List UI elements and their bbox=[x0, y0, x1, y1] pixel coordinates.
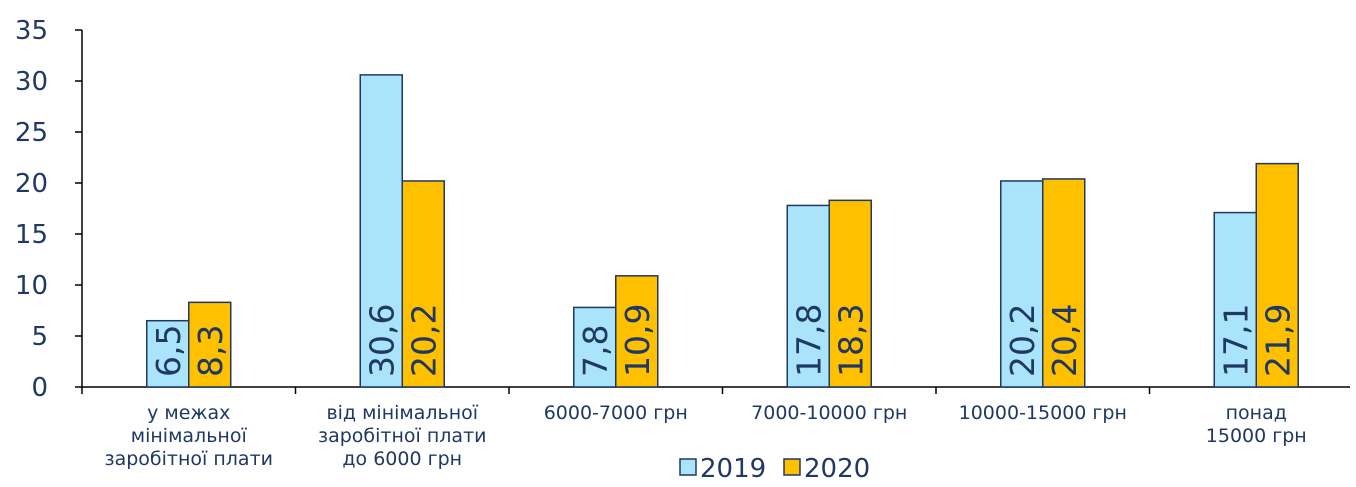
y-tick-label: 15 bbox=[15, 220, 48, 250]
category-label-line: від мінімальної bbox=[326, 402, 478, 424]
bar-2020-2 bbox=[615, 275, 659, 388]
bar-2020-5 bbox=[1255, 162, 1299, 388]
y-axis-ticks: 0 5 10 15 20 25 30 35 bbox=[15, 16, 82, 403]
category-label-0: у межах мінімальної заробітної плати bbox=[105, 402, 274, 470]
bar-2019-3 bbox=[786, 204, 830, 388]
data-label-2020-4: 20,4 bbox=[1045, 304, 1084, 377]
bar-2020-4 bbox=[1042, 178, 1086, 388]
bar-2019-0 bbox=[146, 319, 190, 388]
category-label-line: мінімальної bbox=[131, 425, 248, 447]
category-label-line: 7000-10000 грн bbox=[751, 402, 907, 424]
data-label-2019-1: 30,6 bbox=[362, 304, 401, 377]
data-label-2020-0: 8,3 bbox=[191, 325, 230, 377]
data-label-2019-0: 6,5 bbox=[149, 325, 188, 377]
data-label-2020-1: 20,2 bbox=[404, 304, 443, 377]
category-label-line: заробітної плати bbox=[105, 448, 274, 470]
axes bbox=[81, 30, 1350, 394]
data-label-2020-3: 18,3 bbox=[831, 304, 870, 377]
legend: 2019 2020 bbox=[679, 454, 870, 484]
bars bbox=[146, 74, 1299, 388]
bar-2019-4 bbox=[1000, 180, 1044, 388]
y-tick-label: 30 bbox=[15, 67, 48, 97]
data-label-2019-4: 20,2 bbox=[1003, 304, 1042, 377]
category-label-line: 15000 грн bbox=[1206, 425, 1307, 447]
data-label-2019-2: 7,8 bbox=[576, 325, 615, 377]
category-label-line: у межах bbox=[147, 402, 230, 424]
category-label-line: понад bbox=[1226, 402, 1287, 424]
category-label-2: 6000-7000 грн bbox=[544, 402, 688, 424]
y-tick-label: 35 bbox=[15, 16, 48, 46]
bar-2019-2 bbox=[573, 306, 617, 388]
y-tick-label: 20 bbox=[15, 169, 48, 199]
data-label-2020-5: 21,9 bbox=[1258, 304, 1297, 377]
legend-label-2019: 2019 bbox=[700, 454, 766, 484]
category-label-line: до 6000 грн bbox=[342, 448, 462, 470]
data-label-2019-3: 17,8 bbox=[789, 304, 828, 377]
bar-2020-3 bbox=[828, 199, 872, 388]
bar-2020-0 bbox=[188, 301, 232, 388]
y-tick-label: 25 bbox=[15, 118, 48, 148]
y-tick-label: 10 bbox=[15, 271, 48, 301]
y-tick-label: 5 bbox=[31, 322, 48, 352]
bar-2019-5 bbox=[1213, 211, 1257, 388]
category-label-line: 10000-15000 грн bbox=[959, 402, 1127, 424]
data-label-2020-2: 10,9 bbox=[618, 304, 657, 377]
category-label-line: заробітної плати bbox=[318, 425, 487, 447]
bar-2019-1 bbox=[359, 74, 403, 388]
legend-swatch-2019 bbox=[679, 458, 697, 476]
legend-swatch-2020 bbox=[783, 458, 801, 476]
category-label-4: 10000-15000 грн bbox=[959, 402, 1127, 424]
category-label-3: 7000-10000 грн bbox=[751, 402, 907, 424]
y-tick-label: 0 bbox=[31, 373, 48, 403]
data-label-2019-5: 17,1 bbox=[1216, 304, 1255, 377]
data-labels: 6,5 8,3 30,6 20,2 7,8 10,9 17,8 18,3 20,2 20,4 17,… bbox=[149, 304, 1298, 377]
bar-2020-1 bbox=[401, 180, 445, 388]
category-label-5: понад 15000 грн bbox=[1206, 402, 1307, 447]
category-label-1: від мінімальної заробітної плати до 6000 г… bbox=[318, 402, 487, 470]
category-label-line: 6000-7000 грн bbox=[544, 402, 688, 424]
legend-label-2020: 2020 bbox=[804, 454, 870, 484]
